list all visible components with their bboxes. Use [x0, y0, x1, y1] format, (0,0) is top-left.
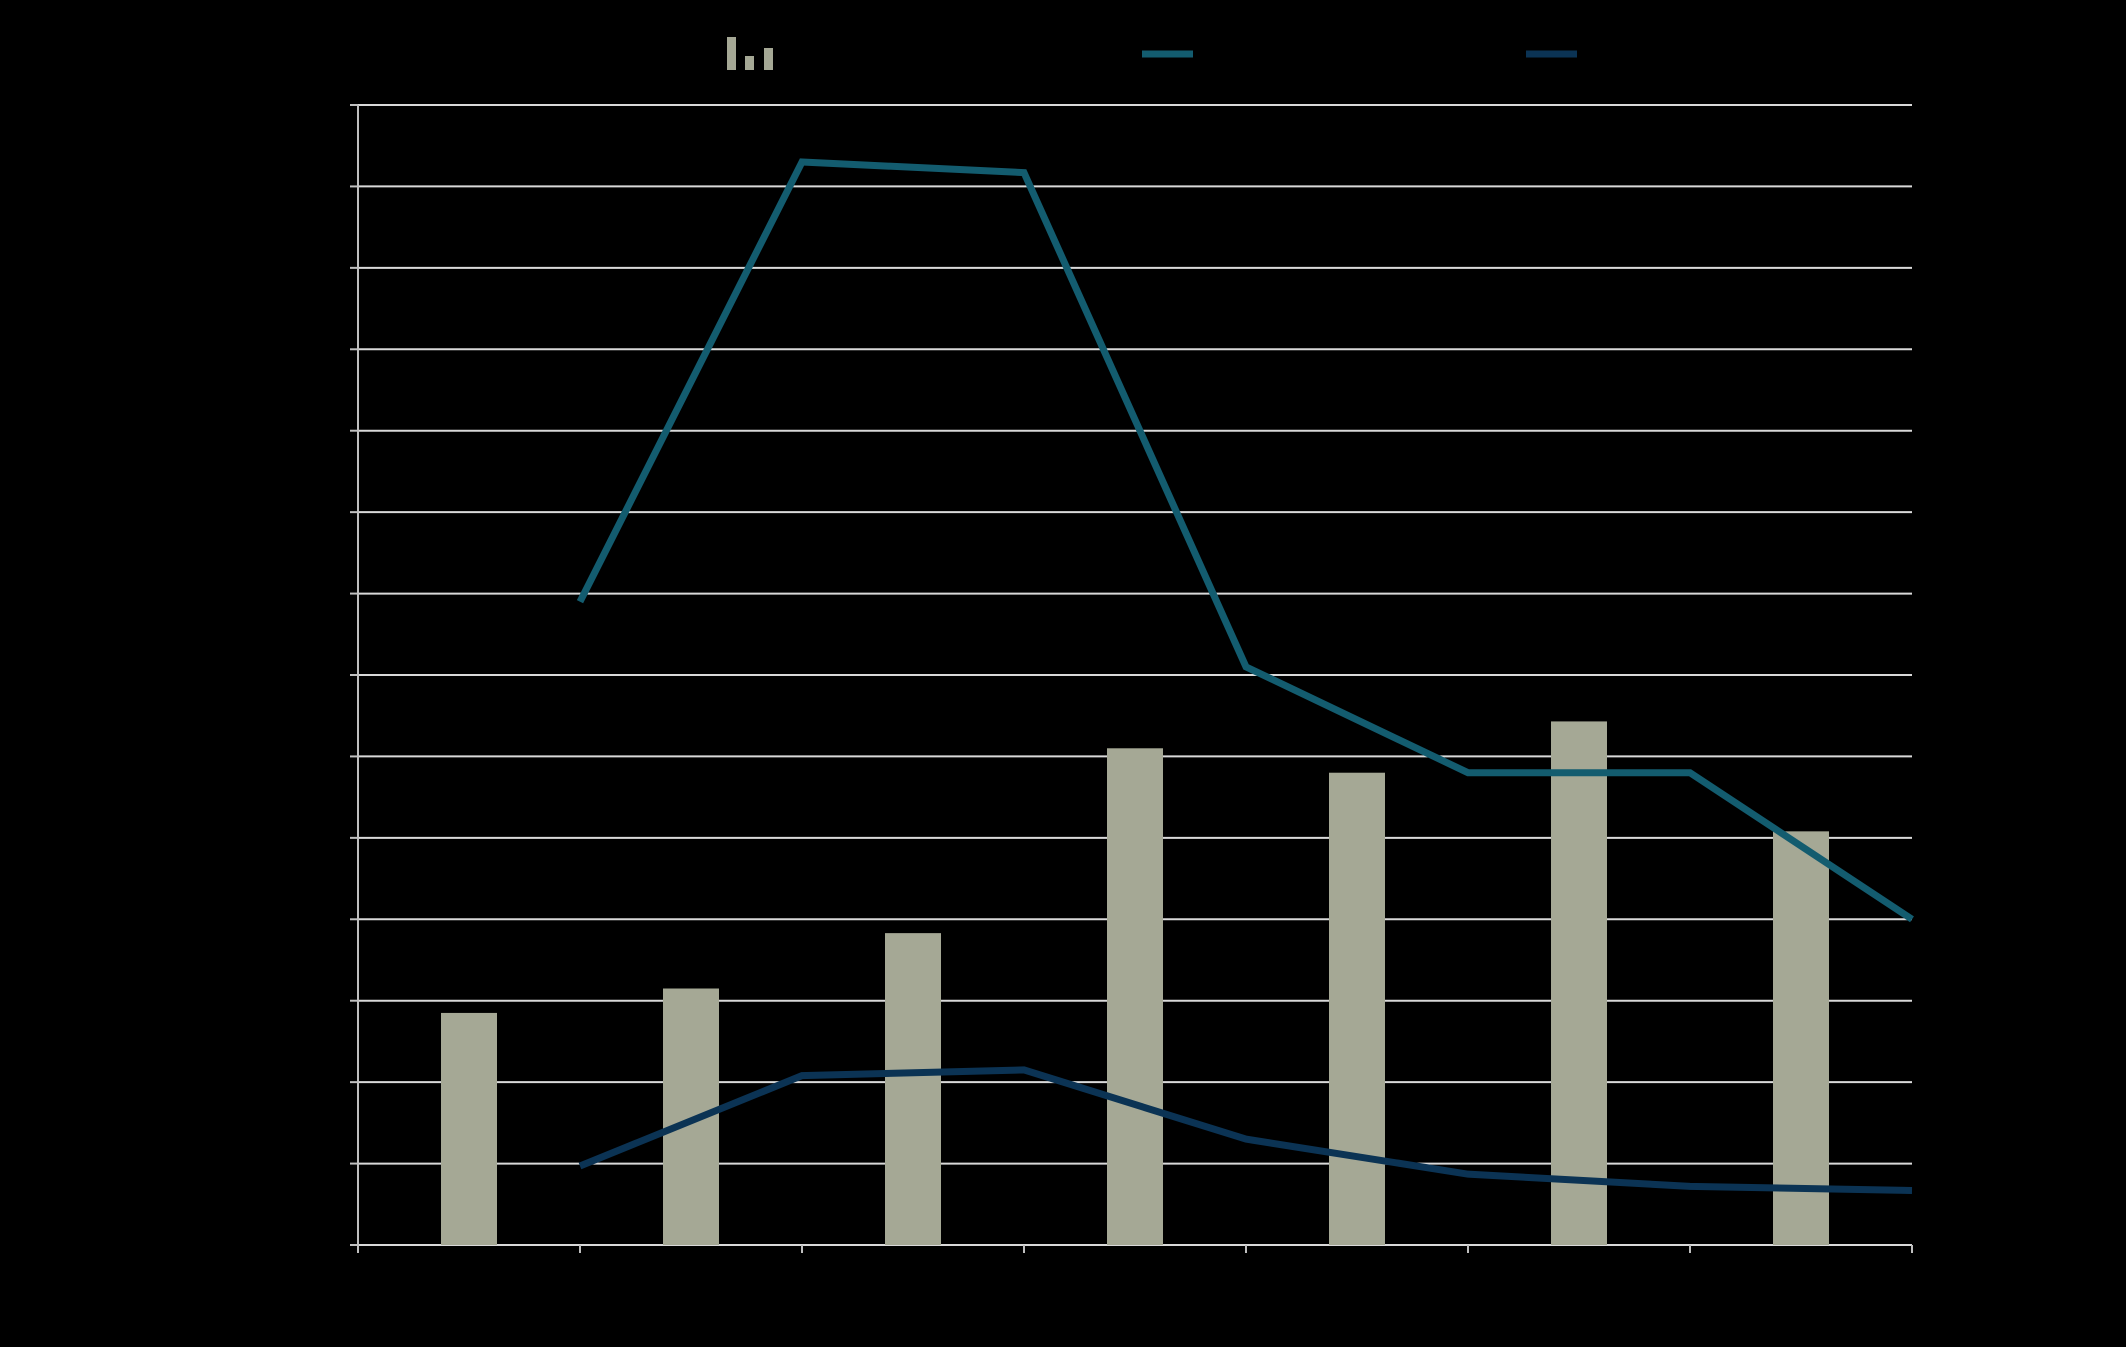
bar — [1551, 721, 1607, 1245]
series-line-1 — [576, 158, 1914, 923]
bar — [885, 933, 941, 1245]
bar — [1107, 748, 1163, 1245]
bar — [1773, 831, 1829, 1245]
line-series — [576, 158, 1914, 1194]
bar-chart-icon-bar — [745, 56, 754, 70]
bar-series — [441, 721, 1829, 1245]
axes — [350, 104, 1913, 1253]
bar-chart-icon-bar — [727, 37, 736, 70]
bar — [663, 988, 719, 1245]
bar-chart-icon — [727, 37, 773, 70]
bar — [1329, 772, 1385, 1245]
bar — [441, 1012, 497, 1245]
series-line-2 — [578, 1066, 1913, 1194]
legend — [727, 37, 1577, 70]
bar-chart-icon-bar — [764, 48, 773, 70]
